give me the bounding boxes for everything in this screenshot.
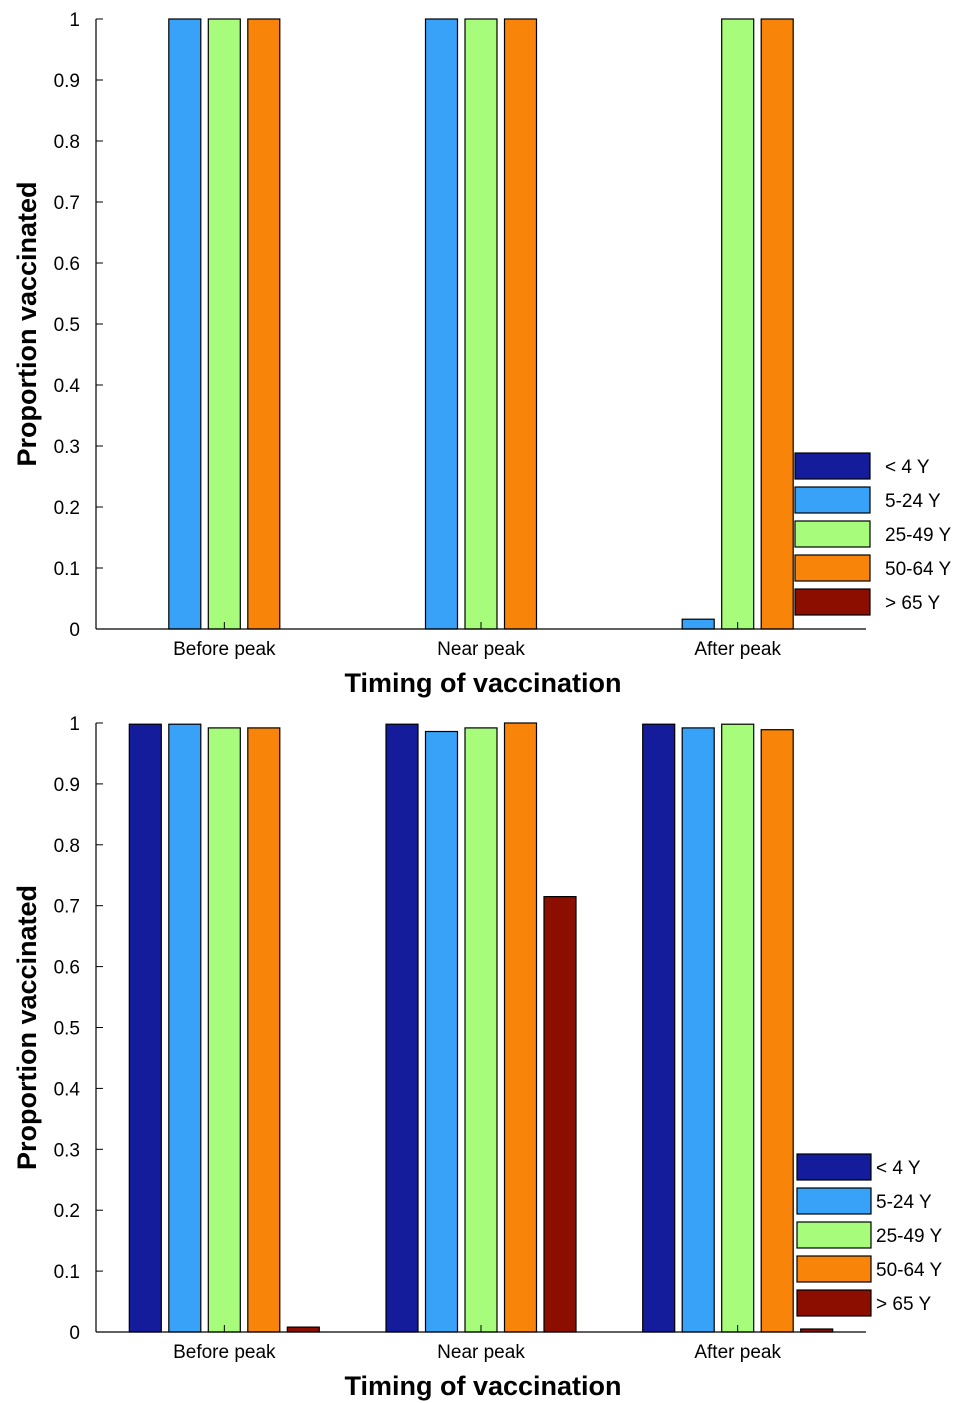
y-tick-label: 1	[69, 714, 80, 735]
legend-label: 25-49 Y	[885, 525, 952, 546]
legend-label: 5-24 Y	[885, 491, 941, 512]
bar-2-series-1	[681, 727, 715, 1333]
bar-1-series-1	[424, 730, 459, 1333]
y-tick-label: 1	[69, 10, 80, 31]
bar-0-series-0	[128, 723, 162, 1333]
bar-2-series-2	[721, 18, 755, 630]
legend-swatch	[796, 1153, 872, 1181]
y-tick-label: 0	[69, 1323, 80, 1344]
y-tick-label: 0.8	[54, 836, 80, 857]
legend-label: < 4 Y	[876, 1158, 921, 1179]
y-tick-label: 0.3	[54, 437, 80, 458]
y-tick-label: 0.5	[54, 1019, 80, 1040]
bar-2-series-3	[760, 729, 794, 1333]
bar-1-series-2	[464, 727, 498, 1333]
bar-2-series-0	[642, 723, 676, 1333]
bar-0-series-2	[207, 727, 241, 1333]
x-axis-title: Timing of vaccination	[344, 1371, 621, 1401]
x-tick-label: Near peak	[437, 639, 525, 660]
legend-swatch	[794, 452, 871, 480]
bar-0-series-3	[247, 727, 281, 1333]
bar-0-series-1	[168, 723, 202, 1333]
bar-1-series-2	[464, 18, 498, 630]
bar-1-series-3	[503, 722, 538, 1333]
bar-2-series-1	[681, 618, 715, 630]
y-tick-label: 0.8	[54, 132, 80, 153]
y-tick-label: 0.2	[54, 1201, 80, 1222]
x-tick-label: After peak	[694, 1342, 781, 1363]
y-tick-label: 0.7	[54, 193, 80, 214]
legend-label: 5-24 Y	[876, 1192, 932, 1213]
legend-label: > 65 Y	[885, 593, 940, 614]
legend-swatch	[794, 588, 871, 616]
bar-2-series-3	[760, 18, 794, 630]
bar-1-series-4	[543, 895, 577, 1333]
y-tick-label: 0.9	[54, 71, 80, 92]
y-tick-label: 0.1	[54, 559, 80, 580]
legend-swatch	[794, 520, 871, 548]
x-axis-title: Timing of vaccination	[344, 668, 621, 698]
x-tick-label: Before peak	[173, 1342, 276, 1363]
y-tick-label: 0.6	[54, 958, 80, 979]
y-tick-label: 0.4	[54, 376, 81, 397]
legend-swatch	[796, 1255, 872, 1283]
bar-0-series-4	[286, 1326, 320, 1333]
legend-label: < 4 Y	[885, 457, 930, 478]
y-tick-label: 0.6	[54, 254, 80, 275]
legend-swatch	[796, 1187, 872, 1215]
x-tick-label: Near peak	[437, 1342, 525, 1363]
legend-label: 25-49 Y	[876, 1226, 943, 1247]
top-bar-chart: 0 0.1 0.2 0.3 0.4 0.5 0.6 0.7 0.8 0.9 1 Before peak…	[12, 10, 952, 698]
bar-1-series-1	[424, 18, 459, 630]
bar-0-series-1	[168, 18, 202, 630]
bar-1-series-3	[503, 18, 538, 630]
y-tick-label: 0.9	[54, 775, 80, 796]
y-tick-label: 0.2	[54, 498, 80, 519]
y-tick-label: 0.3	[54, 1140, 80, 1161]
bottom-bar-chart: 0 0.1 0.2 0.3 0.4 0.5 0.6 0.7 0.8 0.9 1 Before peak…	[12, 714, 943, 1401]
y-tick-label: 0.4	[54, 1079, 81, 1100]
y-axis-title: Proportion vaccinated	[12, 885, 42, 1170]
y-axis-title: Proportion vaccinated	[12, 181, 42, 466]
legend-swatch	[794, 554, 871, 582]
y-tick-label: 0	[69, 620, 80, 641]
legend-swatch	[794, 486, 871, 514]
x-tick-label: Before peak	[173, 639, 276, 660]
bar-0-series-3	[247, 18, 281, 630]
y-tick-label: 0.1	[54, 1262, 80, 1283]
bar-0-series-2	[207, 18, 241, 630]
legend-label: 50-64 Y	[876, 1260, 943, 1281]
legend-label: > 65 Y	[876, 1294, 931, 1315]
legend-swatch	[796, 1221, 872, 1249]
legend-swatch	[796, 1289, 872, 1317]
x-tick-label: After peak	[694, 639, 781, 660]
y-tick-label: 0.5	[54, 315, 80, 336]
y-tick-label: 0.7	[54, 897, 80, 918]
legend-label: 50-64 Y	[885, 559, 952, 580]
bar-2-series-2	[721, 723, 755, 1333]
bar-1-series-0	[385, 723, 419, 1333]
